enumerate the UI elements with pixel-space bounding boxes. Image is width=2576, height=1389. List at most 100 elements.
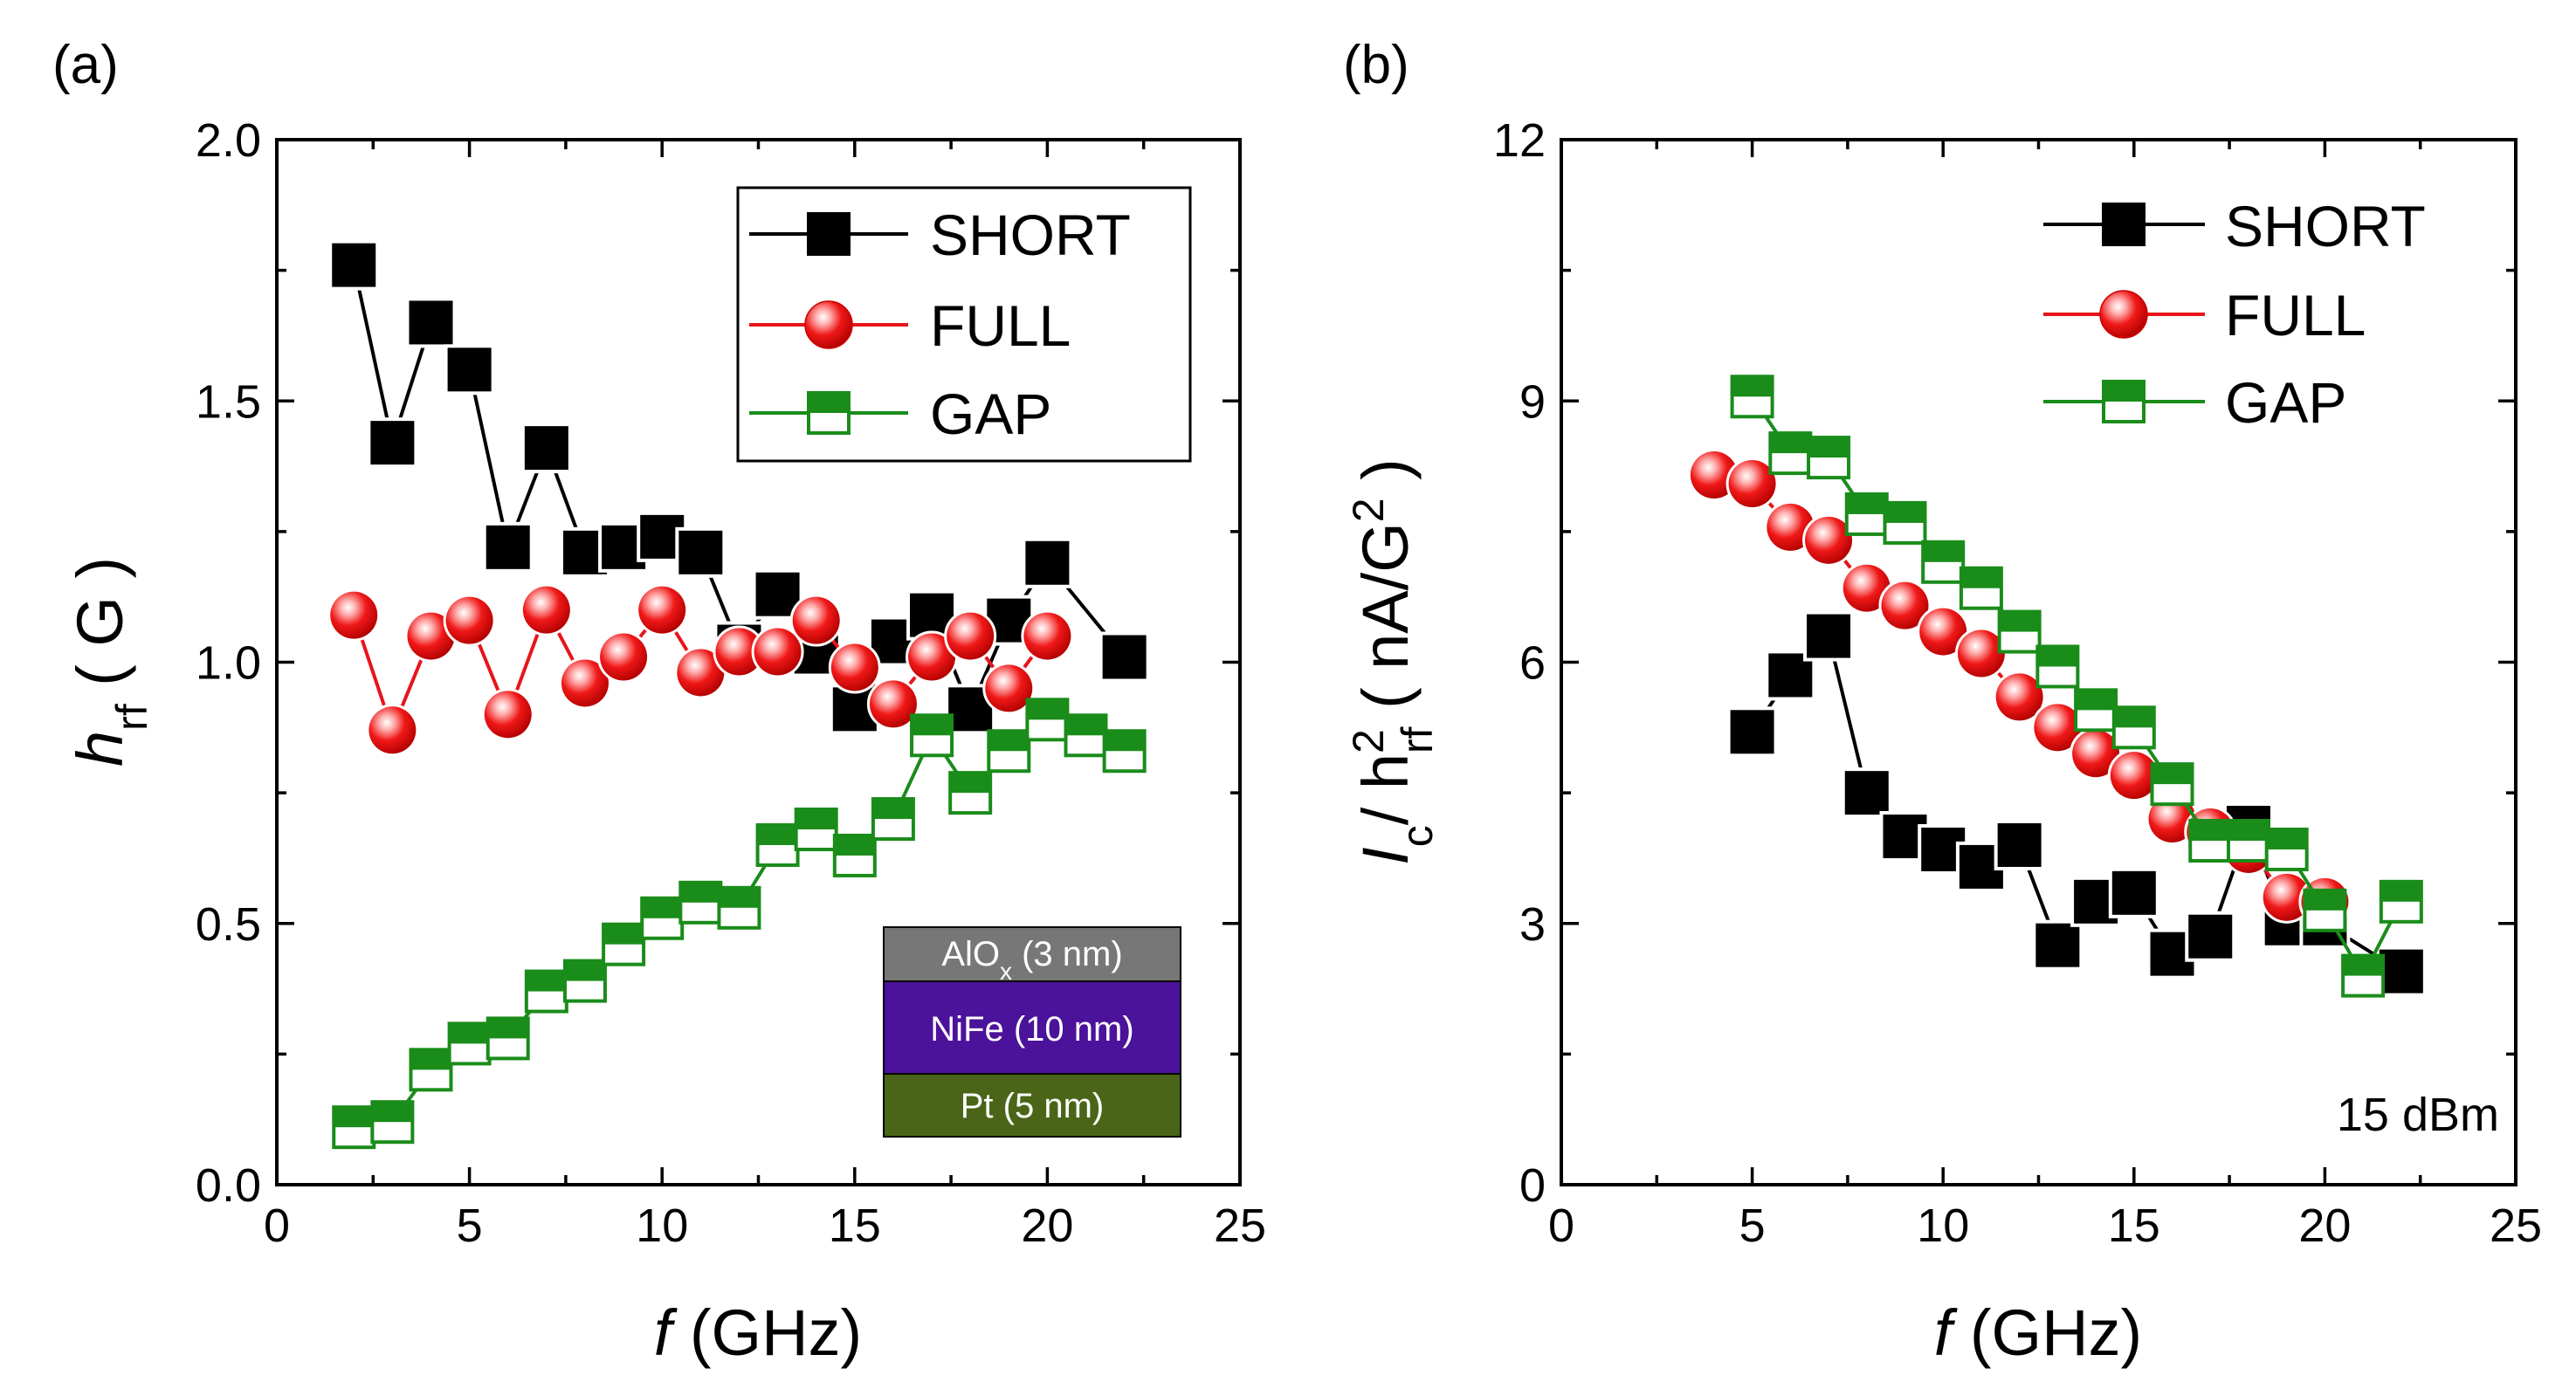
- x-tick-label: 25: [2490, 1200, 2542, 1252]
- point-gap: [2150, 762, 2194, 807]
- layer-pt-label: Pt (5 nm): [961, 1087, 1104, 1125]
- panel-a-y-title: hrf ( G ): [64, 557, 156, 767]
- point-gap: [370, 1100, 415, 1145]
- point-full: [558, 657, 611, 710]
- y-tick-label: 1.0: [196, 637, 261, 690]
- point-full: [1725, 457, 1779, 511]
- panel-b-x-title: f (GHz): [1934, 1296, 2142, 1369]
- point-gap: [2035, 644, 2080, 689]
- point-full: [520, 583, 573, 636]
- point-gap: [562, 959, 607, 1003]
- layer-alox-label: AlOx (3 nm): [941, 935, 1122, 985]
- panel-a-ticks: 0 5 10 15 20 25 0.0 0.5 1.0 1.5 2.0: [196, 114, 1266, 1252]
- layer-nife: [883, 980, 1181, 1075]
- point-gap: [2226, 818, 2270, 863]
- point-gap: [717, 885, 761, 930]
- point-full: [1878, 579, 1932, 632]
- panel-b-series-layer: [1687, 375, 2427, 998]
- point-short: [482, 521, 534, 573]
- point-full: [982, 662, 1036, 715]
- point-gap: [910, 713, 954, 758]
- point-short: [2185, 911, 2236, 962]
- point-gap: [1844, 492, 1889, 536]
- point-gap: [2074, 688, 2118, 732]
- point-gap: [1025, 698, 1070, 742]
- point-gap: [832, 833, 877, 877]
- legend-short-marker: [807, 212, 851, 256]
- x-tick-label: 15: [829, 1200, 881, 1252]
- point-gap: [1883, 500, 1927, 545]
- point-short: [328, 239, 380, 291]
- point-short: [2032, 919, 2084, 971]
- point-gap: [1102, 729, 1147, 774]
- point-gap: [755, 822, 800, 867]
- legend-full-marker: [804, 300, 853, 349]
- y-tick-label: 0.0: [196, 1159, 261, 1212]
- y-tick-label: 0: [1519, 1159, 1546, 1212]
- point-full: [1802, 513, 1856, 567]
- legend-b-short-marker: [2102, 203, 2146, 246]
- point-short: [520, 423, 572, 474]
- point-gap: [678, 880, 723, 925]
- panel-b-legend: SHORT FULL GAP: [2043, 194, 2426, 435]
- legend-b-full-label: FULL: [2225, 283, 2366, 347]
- point-gap: [948, 771, 993, 815]
- panel-a-x-title: f (GHz): [654, 1296, 862, 1369]
- legend-short-label: SHORT: [930, 203, 1131, 267]
- point-short: [1841, 767, 1892, 819]
- panel-a: (a) SHORT FULL GAP AlOx (3 nm): [52, 35, 1266, 1369]
- x-tick-label: 25: [1214, 1200, 1266, 1252]
- point-short: [367, 417, 418, 469]
- point-full: [1993, 670, 2046, 724]
- point-gap: [987, 729, 1031, 774]
- point-full: [1021, 609, 1074, 663]
- x-tick-label: 15: [2108, 1200, 2160, 1252]
- point-gap: [1064, 713, 1108, 758]
- y-tick-label: 3: [1519, 898, 1546, 951]
- x-tick-label: 20: [1021, 1200, 1073, 1252]
- point-gap: [486, 1016, 530, 1061]
- x-tick-label: 10: [1917, 1200, 1969, 1252]
- point-gap: [524, 969, 568, 1014]
- point-gap: [1807, 436, 1851, 480]
- point-full: [789, 594, 843, 647]
- panel-b-ticks: 0 5 10 15 20 25 0 3 6 9 12: [1493, 114, 2542, 1252]
- point-short: [1099, 631, 1150, 683]
- point-gap: [2188, 818, 2233, 863]
- point-full: [636, 583, 689, 636]
- x-tick-label: 5: [457, 1200, 483, 1252]
- point-gap: [640, 896, 685, 940]
- point-gap: [409, 1048, 453, 1092]
- point-full: [327, 588, 381, 642]
- x-tick-label: 10: [636, 1200, 688, 1252]
- panel-b-label: (b): [1343, 35, 1409, 95]
- layer-nife-label: NiFe (10 nm): [930, 1010, 1133, 1049]
- point-full: [597, 630, 651, 684]
- point-full: [828, 641, 881, 694]
- layer-stack-inset: AlOx (3 nm) NiFe (10 nm) Pt (5 nm): [883, 926, 1181, 1138]
- legend-b-full-marker: [2099, 290, 2148, 339]
- point-gap: [1768, 431, 1813, 476]
- y-tick-label: 2.0: [196, 114, 261, 167]
- point-full: [751, 625, 804, 678]
- point-gap: [1921, 540, 1966, 584]
- point-gap: [2379, 879, 2423, 924]
- x-tick-label: 20: [2298, 1200, 2351, 1252]
- x-tick-label: 0: [1548, 1200, 1574, 1252]
- point-gap: [1997, 609, 2042, 654]
- point-full: [443, 594, 496, 647]
- point-gap: [1730, 375, 1774, 419]
- panel-b-y-title: Ic/ h2rf ( nA/G2 ): [1344, 458, 1442, 865]
- point-gap: [2264, 827, 2309, 871]
- point-short: [444, 344, 495, 395]
- point-short: [1994, 819, 2045, 870]
- panel-a-series-layer: [327, 239, 1150, 1150]
- point-short: [1022, 537, 1073, 588]
- point-short: [405, 297, 457, 348]
- x-tick-label: 5: [1739, 1200, 1766, 1252]
- point-gap: [602, 922, 646, 966]
- y-tick-label: 1.5: [196, 375, 261, 428]
- point-full: [944, 609, 997, 663]
- power-annotation: 15 dBm: [2337, 1089, 2499, 1141]
